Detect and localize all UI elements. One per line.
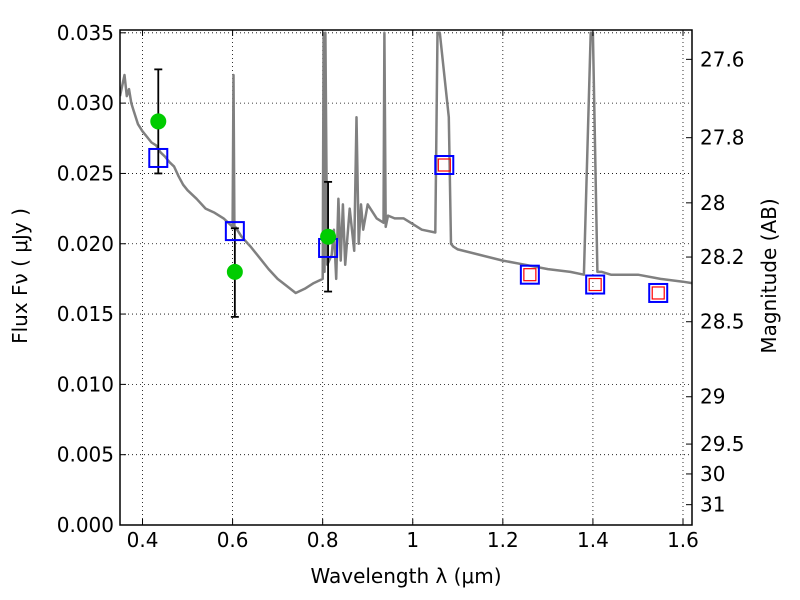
x-tick-label: 0.8 xyxy=(307,528,339,552)
x-tick-label: 1.6 xyxy=(667,528,699,552)
chart-marks xyxy=(120,31,692,318)
x-axis-title: Wavelength λ (μm) xyxy=(310,564,501,588)
upper-limit-square xyxy=(588,277,602,292)
model-photometry-square xyxy=(148,147,169,168)
model-photometry-square xyxy=(648,282,669,303)
y2-tick-label: 27.8 xyxy=(700,126,745,150)
y-tick-label: 0.015 xyxy=(57,302,114,326)
observed-point xyxy=(226,263,243,280)
x-tick-label: 1.2 xyxy=(487,528,519,552)
axes xyxy=(119,29,693,526)
y2-tick-label: 29 xyxy=(700,385,725,409)
x-tick-label: 1 xyxy=(406,528,419,552)
y2-tick-label: 28.5 xyxy=(700,310,745,334)
y2-tick-label: 28 xyxy=(700,191,725,215)
x-tick-label: 0.6 xyxy=(217,528,249,552)
y2-tick-label: 28.2 xyxy=(700,245,745,269)
y-tick-label: 0.000 xyxy=(57,513,114,537)
y-tick-label: 0.025 xyxy=(57,161,114,185)
model-photometry-squares xyxy=(148,147,669,303)
upper-limit-square xyxy=(651,286,665,300)
model-sed-line-group xyxy=(120,31,692,295)
upper-limit-square xyxy=(437,158,451,172)
y-tick-label: 0.035 xyxy=(57,21,114,45)
model-photometry-square xyxy=(434,155,455,175)
y-tick-label: 0.005 xyxy=(57,443,114,467)
model-photometry-square xyxy=(519,264,540,285)
observed-point xyxy=(320,228,337,245)
y-axis-title: Flux Fν ( μJy ) xyxy=(8,208,32,344)
model-photometry-square xyxy=(224,221,245,242)
observed-point xyxy=(150,113,167,130)
x-tick-label: 0.4 xyxy=(127,528,159,552)
model-sed-line xyxy=(120,31,692,295)
y-tick-label: 0.020 xyxy=(57,232,114,256)
grid-lines xyxy=(120,30,692,526)
plot-frame xyxy=(119,29,693,526)
tick-labels: 0.4 0.6 0.8 1 1.2 1.4 1.6 0.000 0.005 0.010 0.015 0… xyxy=(57,21,745,552)
x-tick-label: 1.4 xyxy=(577,528,609,552)
y-tick-label: 0.030 xyxy=(57,91,114,115)
y-tick-label: 0.010 xyxy=(57,372,114,396)
y2-tick-label: 30 xyxy=(700,462,725,486)
observed-points xyxy=(150,113,337,280)
upper-limit-square xyxy=(523,268,537,282)
y2-tick-label: 31 xyxy=(700,493,725,517)
y2-axis-title: Magnitude (AB) xyxy=(757,198,781,353)
y2-tick-label: 27.6 xyxy=(700,47,745,71)
y2-tick-label: 29.5 xyxy=(700,432,745,456)
model-photometry-square xyxy=(585,274,606,295)
error-bar-group xyxy=(154,68,333,318)
